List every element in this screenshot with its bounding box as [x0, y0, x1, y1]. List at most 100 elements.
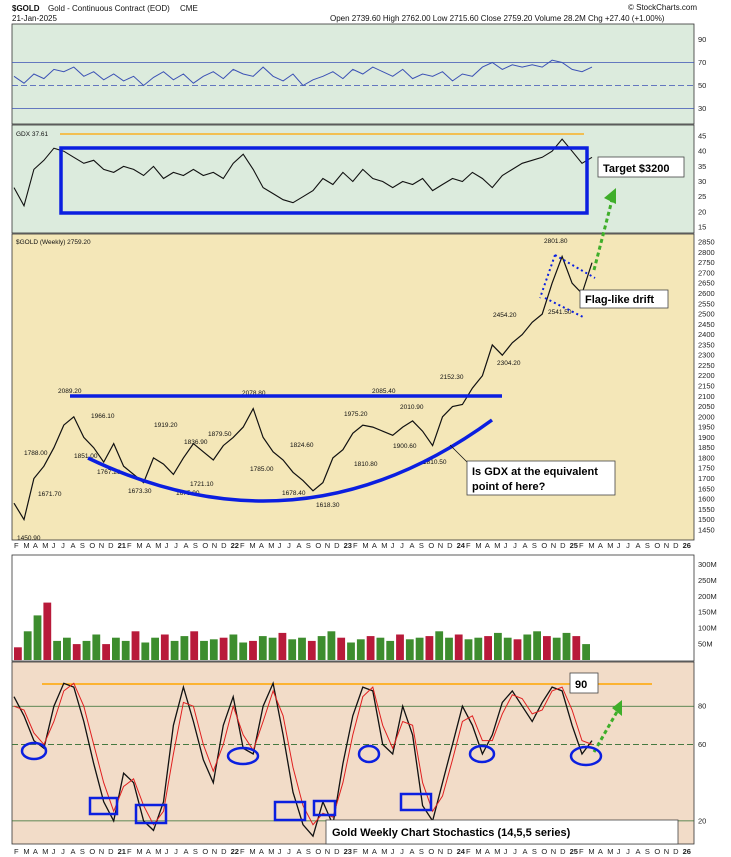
volume-bar	[180, 636, 189, 660]
volume-bar	[288, 639, 297, 660]
x-tick-gold: O	[541, 541, 547, 550]
price-label: 2010.90	[400, 404, 424, 411]
gdx-panel	[11, 124, 695, 234]
price-label: 1671.70	[38, 491, 62, 498]
y-tick-label: 2200	[698, 371, 715, 380]
price-label: 1836.90	[184, 439, 208, 446]
x-tick-gold: M	[268, 541, 274, 550]
x-tick-gold: 21	[118, 541, 126, 550]
x-tick-stoch: M	[249, 847, 255, 856]
x-tick-stoch: A	[636, 847, 641, 856]
x-tick-gold: F	[353, 541, 358, 550]
x-tick-stoch: J	[617, 847, 621, 856]
price-label: 1919.20	[154, 422, 178, 429]
x-tick-gold: S	[532, 541, 537, 550]
x-tick-stoch: O	[541, 847, 547, 856]
volume-bar	[376, 637, 385, 660]
x-tick-gold: D	[560, 541, 566, 550]
y-tick-label: 1900	[698, 433, 715, 442]
vol-tick-label: 300M	[698, 560, 717, 569]
x-tick-stoch: O	[428, 847, 434, 856]
y-tick-label: 1550	[698, 505, 715, 514]
volume-bar	[160, 634, 169, 660]
x-tick-stoch: 24	[457, 847, 466, 856]
x-tick-gold: A	[523, 541, 528, 550]
chart-date: 21-Jan-2025	[12, 14, 57, 23]
y-tick-label: 50	[698, 81, 706, 90]
grid-layer: GDX 37.61 $GOLD (Weekly) 2759.20	[12, 62, 694, 822]
series-line	[13, 138, 593, 208]
x-tick-gold: F	[466, 541, 471, 550]
x-tick-gold: M	[155, 541, 161, 550]
x-tick-gold: D	[447, 541, 453, 550]
volume-bar	[543, 636, 551, 660]
x-tick-gold: M	[23, 541, 29, 550]
volume-bars	[14, 602, 590, 661]
y-tick-label: 40	[698, 147, 706, 156]
y-tick-label: 2350	[698, 340, 715, 349]
price-label: 2801.80	[544, 238, 568, 245]
stoch-bottom-box	[273, 800, 307, 822]
x-tick-gold: 25	[570, 541, 578, 550]
x-tick-stoch: N	[664, 847, 669, 856]
volume-bar	[494, 632, 502, 660]
x-tick-gold: D	[108, 541, 114, 550]
y-tick-label: 2450	[698, 320, 715, 329]
x-tick-stoch: N	[551, 847, 556, 856]
y-tick-label: 1500	[698, 515, 715, 524]
x-tick-gold: A	[71, 541, 76, 550]
x-tick-gold: 24	[457, 541, 466, 550]
x-tick-stoch: F	[127, 847, 132, 856]
volume-bar	[356, 639, 365, 660]
x-tick-gold: J	[287, 541, 291, 550]
x-tick-gold: N	[99, 541, 104, 550]
x-tick-gold: S	[306, 541, 311, 550]
target-arrow-line	[592, 199, 614, 271]
volume-bar	[562, 632, 571, 660]
price-label: 1785.00	[250, 466, 274, 473]
x-tick-stoch: A	[184, 847, 189, 856]
x-tick-stoch: F	[466, 847, 471, 856]
price-label: 1975.20	[344, 411, 368, 418]
x-tick-gold: 26	[683, 541, 691, 550]
x-tick-stoch: D	[108, 847, 114, 856]
x-tick-stoch: N	[212, 847, 217, 856]
y-tick-label: 2600	[698, 289, 715, 298]
price-label: 1678.40	[282, 490, 306, 497]
series-line	[13, 254, 593, 522]
x-tick-stoch: O	[315, 847, 321, 856]
x-tick-gold: A	[410, 541, 415, 550]
x-tick-stoch: S	[193, 847, 198, 856]
x-tick-gold: M	[362, 541, 368, 550]
y-tick-label: 1650	[698, 484, 715, 493]
volume-bar	[347, 642, 355, 660]
stoch-arrow-head	[612, 700, 622, 716]
y-tick-label: 1950	[698, 423, 715, 432]
x-tick-gold: M	[136, 541, 142, 550]
x-tick-stoch: J	[287, 847, 291, 856]
price-label: 2541.50	[548, 309, 572, 316]
stoch-title-box	[325, 819, 679, 845]
x-tick-stoch: 23	[344, 847, 352, 856]
y-tick-label: 2100	[698, 392, 715, 401]
gdx-range-box	[59, 146, 589, 215]
x-tick-stoch: A	[146, 847, 151, 856]
x-tick-gold: D	[673, 541, 679, 550]
gold-series	[13, 254, 593, 522]
volume-bar	[552, 637, 561, 660]
x-tick-stoch: S	[306, 847, 311, 856]
x-tick-gold: D	[221, 541, 227, 550]
x-tick-gold: J	[626, 541, 630, 550]
y-tick-label: 30	[698, 104, 706, 113]
volume-bar	[298, 637, 306, 660]
x-tick-stoch: J	[165, 847, 169, 856]
volume-bar	[170, 640, 179, 660]
y-tick-label: 1700	[698, 474, 715, 483]
x-tick-stoch: J	[278, 847, 282, 856]
x-tick-stoch: M	[362, 847, 368, 856]
x-tick-gold: N	[325, 541, 330, 550]
y-tick-label: 70	[698, 58, 706, 67]
volume-bar	[141, 642, 150, 660]
x-tick-gold: M	[494, 541, 500, 550]
